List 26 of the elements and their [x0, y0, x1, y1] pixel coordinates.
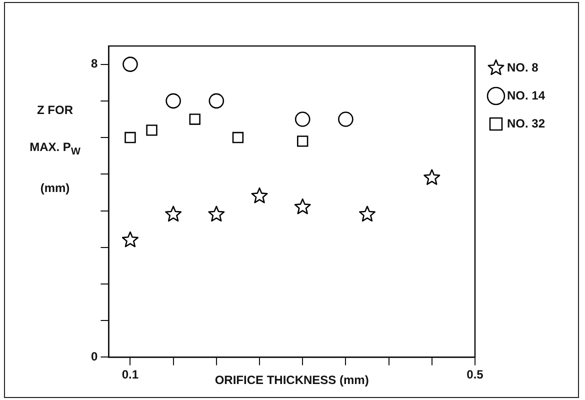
point [165, 206, 182, 222]
legend-label: NO. 32 [506, 116, 546, 130]
point [122, 56, 138, 72]
point [208, 206, 225, 222]
text: Z FOR MAX. P$_{W}$ (mm) [30, 103, 80, 196]
point [294, 198, 311, 214]
point [208, 93, 224, 109]
y-tick-label: 8 [90, 56, 98, 71]
x-tick-label: 0.5 [466, 368, 484, 382]
point [338, 112, 354, 127]
legend-label: NO. 8 [506, 60, 539, 74]
point [124, 132, 136, 144]
point [232, 132, 244, 144]
x-axis-title: ORIFICE THICKNESS (mm) [214, 373, 369, 388]
point [297, 136, 308, 147]
point [189, 114, 200, 125]
legend-label: NO. 14 [506, 88, 546, 102]
point [146, 124, 158, 136]
point [166, 93, 181, 109]
x-tick-label: 0.1 [122, 368, 139, 382]
point [294, 112, 310, 127]
point [251, 187, 268, 204]
y-tick-label: 0 [90, 350, 98, 364]
point [358, 206, 376, 222]
point [424, 169, 440, 185]
point [122, 231, 138, 248]
